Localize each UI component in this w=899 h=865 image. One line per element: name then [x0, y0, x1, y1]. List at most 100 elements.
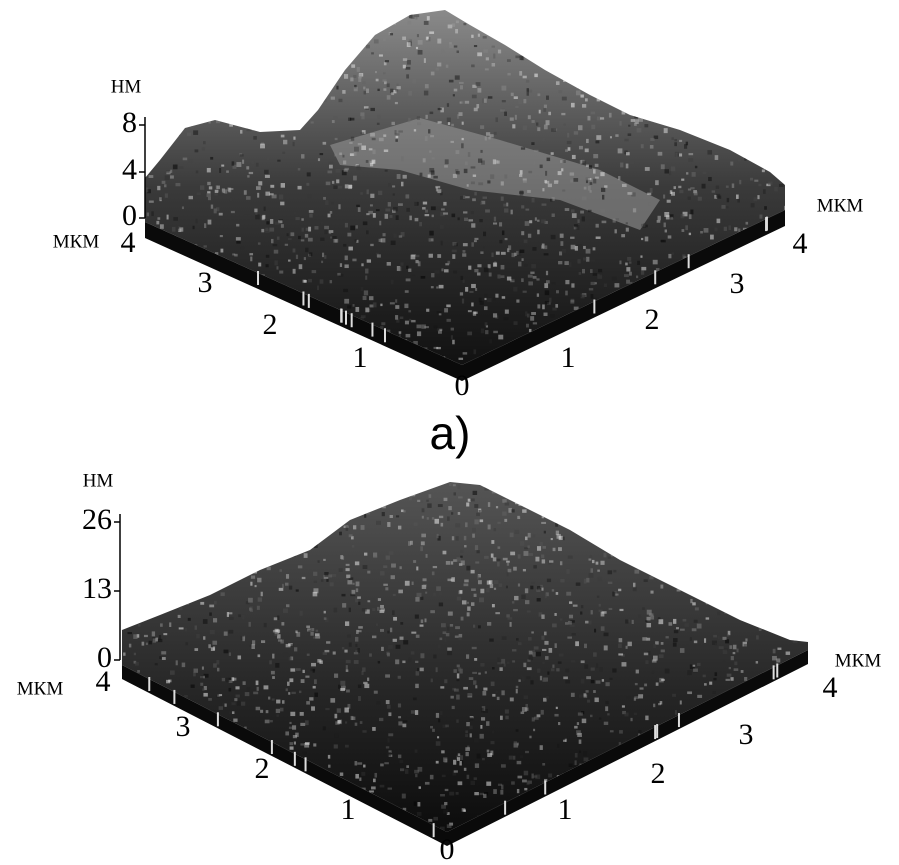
speckle — [466, 722, 470, 726]
speckle — [345, 621, 349, 626]
speckle — [644, 579, 648, 582]
speckle — [380, 571, 385, 575]
speckle — [222, 501, 226, 504]
origin-label: 0 — [455, 369, 470, 402]
speckle — [524, 240, 528, 244]
speckle — [311, 338, 315, 341]
speckle — [532, 120, 535, 123]
speckle — [304, 360, 308, 364]
speckle — [501, 659, 505, 664]
speckle — [545, 290, 549, 295]
speckle — [770, 795, 775, 797]
speckle — [761, 274, 765, 277]
speckle — [684, 830, 687, 834]
speckle — [734, 668, 739, 671]
speckle — [540, 676, 542, 681]
speckle — [417, 325, 422, 329]
speckle — [637, 509, 642, 513]
speckle — [767, 722, 770, 727]
speckle — [759, 322, 763, 326]
speckle — [187, 38, 191, 40]
speckle — [318, 827, 320, 830]
speckle — [244, 762, 248, 767]
speckle — [175, 92, 179, 96]
speckle — [466, 654, 469, 658]
speckle — [307, 833, 312, 837]
speckle — [176, 802, 180, 807]
speckle — [362, 608, 367, 611]
speckle — [564, 509, 566, 513]
speckle — [229, 688, 232, 692]
speckle — [387, 348, 389, 351]
speckle — [531, 264, 536, 268]
speckle — [624, 378, 627, 382]
speckle — [193, 530, 197, 533]
speckle — [651, 839, 654, 842]
speckle — [572, 633, 576, 636]
speckle — [570, 172, 574, 175]
speckle — [493, 159, 496, 164]
speckle — [206, 764, 209, 768]
speckle — [364, 553, 367, 556]
speckle — [551, 128, 556, 132]
speckle — [740, 27, 743, 29]
speckle — [738, 378, 740, 382]
speckle — [331, 202, 334, 205]
speckle — [349, 142, 352, 144]
speckle — [511, 93, 514, 96]
speckle — [313, 669, 315, 673]
speckle — [562, 190, 565, 192]
speckle — [746, 335, 751, 337]
speckle — [216, 315, 219, 318]
speckle — [496, 506, 498, 508]
speckle — [805, 507, 809, 510]
speckle — [696, 807, 699, 811]
speckle — [707, 821, 711, 825]
speckle — [474, 349, 477, 354]
speckle — [744, 100, 746, 105]
speckle — [626, 280, 630, 284]
speckle — [182, 598, 187, 601]
speckle — [636, 276, 638, 279]
left-tick-label: 2 — [263, 308, 278, 341]
speckle — [314, 544, 318, 549]
speckle — [303, 499, 308, 504]
speckle — [514, 741, 517, 744]
speckle — [680, 16, 683, 20]
speckle — [454, 89, 457, 92]
left-unit: МКМ — [17, 678, 64, 699]
speckle — [445, 159, 449, 164]
speckle — [293, 735, 297, 738]
left-tick-label: 2 — [255, 752, 270, 785]
speckle — [452, 340, 455, 345]
speckle — [686, 807, 688, 812]
speckle — [548, 822, 550, 826]
speckle — [568, 34, 572, 37]
speckle — [516, 299, 519, 302]
speckle — [554, 48, 557, 51]
speckle — [305, 234, 308, 238]
speckle — [144, 635, 148, 637]
speckle — [675, 809, 679, 811]
speckle — [449, 792, 454, 796]
speckle — [226, 550, 231, 554]
speckle — [523, 551, 528, 556]
speckle — [523, 76, 527, 79]
speckle — [534, 160, 536, 165]
speckle — [564, 58, 568, 63]
speckle — [537, 598, 541, 601]
speckle — [571, 283, 574, 287]
speckle — [670, 217, 673, 220]
speckle — [755, 694, 760, 697]
speckle — [552, 589, 554, 591]
speckle — [414, 522, 418, 525]
speckle — [125, 502, 127, 506]
speckle — [727, 674, 732, 677]
speckle — [447, 516, 450, 520]
speckle — [172, 227, 176, 232]
speckle — [579, 272, 582, 275]
speckle — [438, 504, 443, 507]
speckle — [299, 111, 302, 114]
speckle — [369, 790, 374, 792]
speckle — [388, 788, 392, 790]
